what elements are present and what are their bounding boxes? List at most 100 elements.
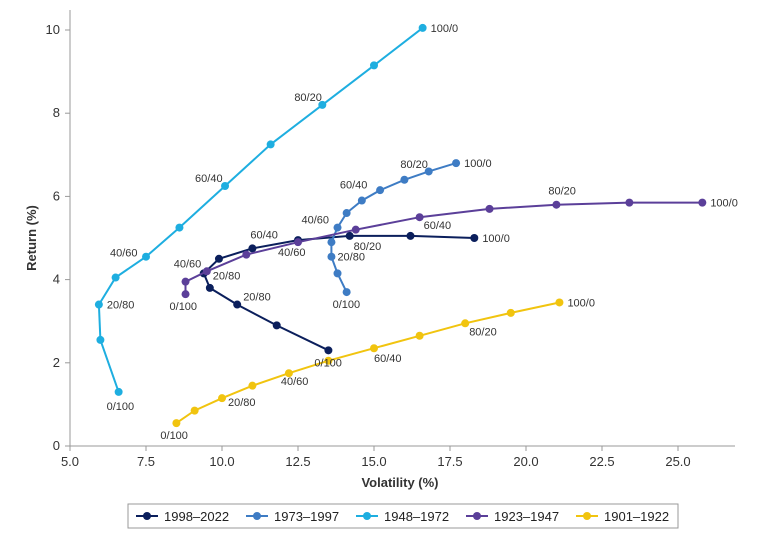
- x-tick-label: 10.0: [209, 454, 234, 469]
- data-point: [233, 300, 242, 309]
- data-point: [172, 419, 181, 428]
- data-point: [461, 319, 470, 328]
- data-point: [370, 344, 378, 353]
- data-point: [266, 140, 275, 149]
- point-label: 60/40: [374, 353, 402, 365]
- data-point: [552, 200, 561, 209]
- y-tick-label: 8: [53, 105, 60, 120]
- point-label: 40/60: [281, 376, 309, 388]
- point-label: 20/80: [107, 300, 135, 312]
- point-label: 80/20: [294, 92, 322, 104]
- series-1998–2022: [199, 231, 479, 355]
- series-1948–1972: [94, 23, 427, 396]
- legend-label: 1973–1997: [274, 509, 339, 524]
- data-point: [242, 250, 251, 259]
- data-point: [218, 394, 226, 403]
- data-point: [333, 223, 342, 232]
- legend-label: 1998–2022: [164, 509, 229, 524]
- data-point: [470, 234, 479, 242]
- data-point: [142, 252, 150, 261]
- data-point: [555, 298, 564, 307]
- data-point: [357, 196, 366, 205]
- point-label: 40/60: [278, 247, 306, 259]
- point-label: 100/0: [482, 233, 510, 245]
- point-label: 40/60: [110, 248, 138, 260]
- data-point: [248, 244, 257, 253]
- plot-area: [94, 23, 707, 428]
- data-point: [415, 213, 424, 222]
- point-label: 40/60: [302, 215, 330, 227]
- point-label: 20/80: [228, 397, 256, 409]
- data-point: [181, 277, 190, 286]
- legend-swatch-marker: [143, 512, 151, 520]
- point-label: 60/40: [340, 180, 368, 192]
- data-point: [324, 346, 333, 355]
- point-label: 100/0: [464, 158, 492, 170]
- x-tick-label: 15.0: [361, 454, 386, 469]
- point-label: 0/100: [170, 301, 198, 313]
- point-label: 40/60: [174, 258, 202, 270]
- point-label: 80/20: [400, 159, 428, 171]
- data-point: [205, 283, 214, 292]
- data-point: [202, 267, 211, 276]
- point-label: 20/80: [213, 270, 241, 282]
- data-point: [190, 406, 199, 415]
- data-point: [175, 223, 184, 232]
- x-tick-label: 25.0: [665, 454, 690, 469]
- x-tick-label: 12.5: [285, 454, 310, 469]
- x-tick-label: 22.5: [589, 454, 614, 469]
- legend-label: 1901–1922: [604, 509, 669, 524]
- legend-swatch-marker: [473, 512, 481, 520]
- legend-swatch-marker: [363, 512, 371, 520]
- point-label: 100/0: [431, 23, 459, 35]
- legend-box: [127, 503, 679, 529]
- data-point: [294, 238, 302, 247]
- legend: 1998–2022 1973–1997 1948–1972 1923–1947 1901…: [127, 503, 679, 529]
- data-point: [625, 198, 634, 207]
- data-point: [345, 231, 354, 240]
- point-label: 0/100: [333, 299, 361, 311]
- series-1973–1997: [327, 159, 461, 297]
- data-point: [342, 288, 351, 297]
- data-point: [424, 167, 433, 176]
- point-label: 0/100: [160, 430, 188, 442]
- data-point: [96, 335, 105, 344]
- series-line: [184, 201, 703, 295]
- x-tick-label: 7.5: [137, 454, 155, 469]
- x-tick-label: 5.0: [61, 454, 79, 469]
- data-point: [284, 369, 293, 378]
- point-label: 80/20: [469, 326, 497, 338]
- y-tick-label: 6: [53, 188, 60, 203]
- x-axis-title: Volatility (%): [361, 475, 438, 490]
- data-point: [221, 182, 230, 190]
- data-point: [324, 356, 333, 365]
- point-label: 80/20: [354, 241, 382, 253]
- data-point: [400, 175, 409, 184]
- point-label: 0/100: [314, 357, 342, 369]
- axes: 5.0 7.5 10.0 12.5 15.0 17.5 20.0 22.5 25.0 0 2 4 6 8 1…: [46, 10, 735, 469]
- point-label: 60/40: [250, 229, 278, 241]
- point-label: 100/0: [710, 198, 738, 210]
- y-axis-title: Return (%): [24, 205, 39, 271]
- point-labels: 0/10020/8040/6060/4080/20100/00/10020/80…: [107, 23, 738, 442]
- x-tick-label: 17.5: [437, 454, 462, 469]
- point-label: 20/80: [243, 292, 271, 304]
- data-point: [506, 308, 515, 317]
- data-point: [327, 238, 336, 247]
- y-tick-label: 4: [53, 272, 60, 287]
- y-tick-label: 0: [53, 438, 60, 453]
- data-point: [342, 209, 351, 218]
- point-label: 60/40: [424, 220, 452, 232]
- data-point: [318, 100, 327, 109]
- data-point: [418, 23, 427, 32]
- data-point: [181, 290, 190, 299]
- data-point: [214, 254, 223, 263]
- point-label: 60/40: [195, 173, 223, 185]
- data-point: [248, 381, 257, 390]
- data-point: [452, 159, 461, 168]
- series-1923–1947: [181, 198, 707, 299]
- data-point: [351, 225, 360, 234]
- data-point: [698, 198, 707, 207]
- legend-swatch-marker: [253, 512, 261, 520]
